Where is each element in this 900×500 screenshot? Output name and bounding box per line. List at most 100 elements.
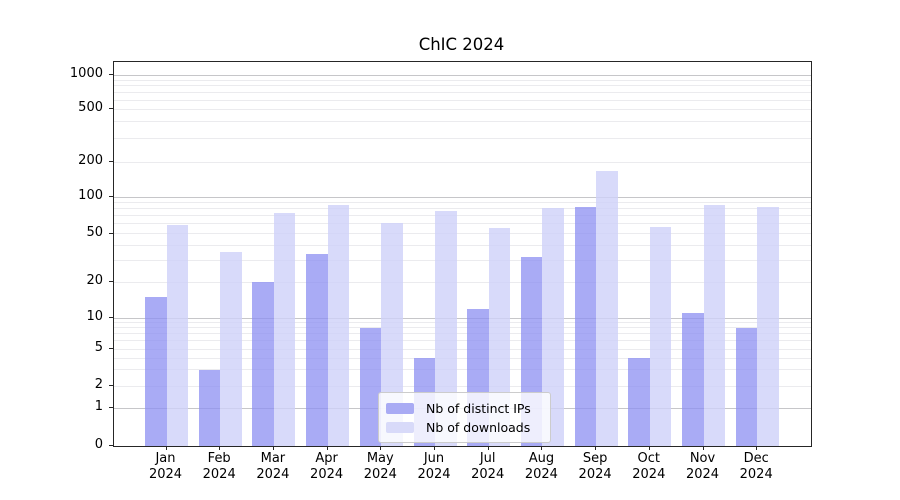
- minor-gridline: [114, 322, 811, 324]
- y-tick-label: 1000: [69, 66, 103, 81]
- bar-distinct-ips: [252, 282, 274, 446]
- minor-gridline: [114, 348, 811, 350]
- x-tick-label: Dec 2024: [721, 451, 791, 482]
- bar-downloads: [381, 223, 403, 446]
- minor-gridline: [114, 208, 811, 210]
- x-tick-label-line: 2024: [524, 466, 558, 482]
- minor-gridline: [114, 223, 811, 225]
- y-tick-mark: [109, 232, 113, 234]
- x-tick-label: Mar 2024: [238, 451, 308, 482]
- minor-gridline: [114, 161, 811, 163]
- x-tick-label-line: May: [366, 451, 394, 466]
- minor-gridline: [114, 121, 811, 123]
- bar-downloads: [757, 207, 779, 446]
- bar-distinct-ips: [682, 313, 704, 446]
- bar-downloads: [327, 204, 350, 446]
- bar-distinct-ips: [735, 327, 758, 446]
- minor-gridline: [114, 244, 811, 246]
- y-tick-mark: [109, 385, 113, 386]
- minor-gridline: [114, 91, 811, 93]
- y-tick-mark: [109, 196, 113, 197]
- y-tick-mark: [109, 407, 113, 408]
- y-tick-label: 100: [78, 188, 103, 203]
- x-tick-label: Oct 2024: [614, 451, 684, 482]
- legend-item-distinct-ips: Nb of distinct IPs: [386, 399, 543, 417]
- legend-item-downloads: Nb of downloads: [386, 418, 543, 436]
- minor-gridline: [114, 281, 811, 283]
- bar-downloads: [220, 252, 242, 446]
- minor-gridline: [114, 202, 811, 204]
- y-tick-label: 50: [86, 224, 103, 240]
- x-tick-label: Sep 2024: [560, 451, 630, 482]
- bar-downloads: [435, 210, 457, 446]
- x-tick-label: Jan 2024: [131, 451, 201, 482]
- major-gridline: [114, 196, 811, 198]
- x-tick-label-line: Dec: [743, 451, 769, 466]
- y-tick-label: 5: [94, 340, 103, 355]
- legend-label-distinct-ips: Nb of distinct IPs: [426, 400, 531, 416]
- x-tick-label-line: 2024: [148, 466, 183, 482]
- x-tick-mark: [487, 446, 489, 450]
- minor-gridline: [114, 233, 811, 234]
- minor-gridline: [114, 385, 811, 387]
- y-tick-label: 20: [86, 273, 103, 288]
- x-tick-label-line: 2024: [363, 466, 397, 482]
- legend: Nb of distinct IPs Nb of downloads: [378, 392, 551, 443]
- y-tick-mark: [109, 348, 113, 349]
- x-tick-label-line: Mar: [260, 451, 286, 466]
- x-tick-label-line: 2024: [256, 466, 290, 482]
- x-tick-mark: [648, 446, 650, 450]
- major-gridline: [114, 317, 811, 319]
- x-tick-mark: [272, 446, 274, 450]
- x-tick-label-line: 2024: [739, 466, 773, 482]
- y-tick-mark: [109, 281, 113, 282]
- x-tick-label-line: Jan: [155, 451, 176, 466]
- x-tick-label-line: 2024: [310, 466, 344, 482]
- y-tick-label: 200: [78, 153, 103, 168]
- downloads-swatch-icon: [386, 421, 414, 433]
- minor-gridline: [114, 369, 811, 371]
- x-tick-label: Feb 2024: [184, 451, 254, 482]
- x-tick-label: Jun 2024: [399, 451, 469, 482]
- x-tick-mark: [165, 446, 167, 450]
- minor-gridline: [114, 260, 811, 262]
- y-tick-mark: [109, 445, 113, 446]
- x-tick-label: May 2024: [345, 451, 415, 482]
- y-tick-label: 1: [94, 399, 103, 414]
- x-tick-label: Jul 2024: [453, 451, 523, 482]
- x-tick-mark: [702, 446, 704, 450]
- x-tick-label-line: Sep: [582, 451, 608, 466]
- minor-gridline: [114, 85, 811, 87]
- x-tick-mark: [380, 446, 382, 450]
- y-tick-label: 10: [86, 309, 103, 324]
- minor-gridline: [114, 215, 811, 217]
- x-tick-mark: [219, 446, 221, 450]
- bar-downloads: [703, 204, 725, 446]
- bar-downloads: [273, 212, 296, 446]
- minor-gridline: [114, 357, 811, 359]
- x-tick-label-line: 2024: [578, 466, 612, 482]
- bar-downloads: [542, 208, 564, 446]
- y-tick-mark: [109, 108, 113, 109]
- bar-downloads: [649, 226, 672, 446]
- x-tick-label-line: Jun: [423, 451, 445, 466]
- minor-gridline: [114, 108, 811, 110]
- x-tick-label-line: Aug: [528, 451, 555, 466]
- x-tick-mark: [756, 446, 758, 450]
- x-tick-label-line: 2024: [685, 466, 720, 482]
- x-tick-mark: [541, 446, 543, 450]
- x-tick-label-line: 2024: [632, 466, 666, 482]
- x-tick-label-line: Jul: [479, 451, 496, 466]
- major-gridline: [114, 74, 811, 76]
- minor-gridline: [114, 138, 811, 140]
- minor-gridline: [114, 333, 811, 335]
- minor-gridline: [114, 327, 811, 329]
- x-tick-label-line: Oct: [637, 451, 661, 466]
- y-tick-mark: [109, 74, 113, 75]
- bar-distinct-ips: [145, 296, 167, 446]
- bar-downloads: [166, 224, 188, 446]
- chart-title: ChIC 2024: [418, 35, 505, 54]
- x-tick-mark: [595, 446, 597, 450]
- x-tick-label-line: 2024: [417, 466, 451, 482]
